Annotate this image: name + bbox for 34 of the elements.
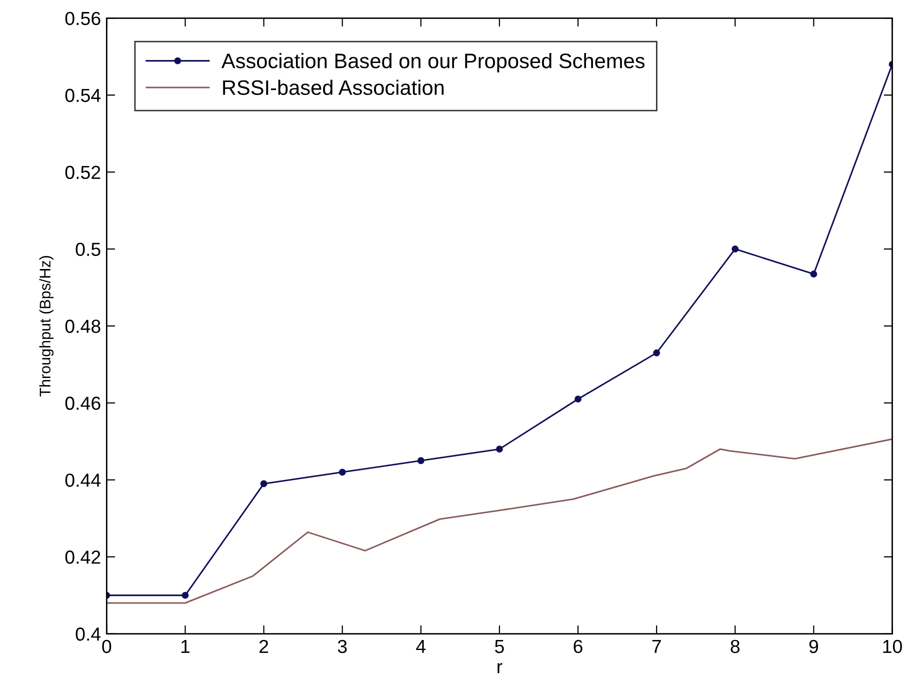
point xyxy=(260,480,268,488)
y-tick-label: 0.52 xyxy=(65,166,100,180)
y-tick-label: 0.5 xyxy=(76,242,100,256)
x-tick-label: 3 xyxy=(338,640,347,654)
x-tick-label: 6 xyxy=(574,640,582,654)
point xyxy=(574,396,582,403)
x-tick-label: 7 xyxy=(652,640,661,653)
legend-label: Association Based on our Proposed Schemes xyxy=(221,53,645,72)
point xyxy=(182,592,189,599)
x-tick-label: 4 xyxy=(416,640,426,653)
y-tick-label: 0.44 xyxy=(65,474,101,487)
x-tick-label: 10 xyxy=(883,640,902,654)
x-tick-label: 5 xyxy=(494,640,504,654)
line-series xyxy=(106,438,892,604)
y-tick-label: 0.48 xyxy=(65,320,100,333)
x-tick-label: 0 xyxy=(102,640,112,654)
x-tick-label: 2 xyxy=(260,640,268,653)
y-tick-label: 0.56 xyxy=(65,12,100,26)
y-tick-label: 0.54 xyxy=(65,88,101,102)
x-tick-label: 1 xyxy=(181,640,190,653)
y-tick-label: 0.4 xyxy=(76,627,101,641)
point xyxy=(338,468,346,476)
x-axis-title: r xyxy=(498,663,502,674)
x-tick-label: 9 xyxy=(809,640,818,654)
y-tick-label: 0.42 xyxy=(65,550,100,564)
point xyxy=(496,446,503,453)
point xyxy=(653,349,660,356)
legend-label: RSSI-based Association xyxy=(223,80,444,96)
x-tick-label: 8 xyxy=(730,640,740,654)
point xyxy=(417,457,424,464)
point xyxy=(810,270,818,278)
y-tick-label: 0.46 xyxy=(65,396,100,410)
point xyxy=(732,246,739,252)
y-axis-title: Throughput (Bps/Hz) xyxy=(39,256,54,397)
